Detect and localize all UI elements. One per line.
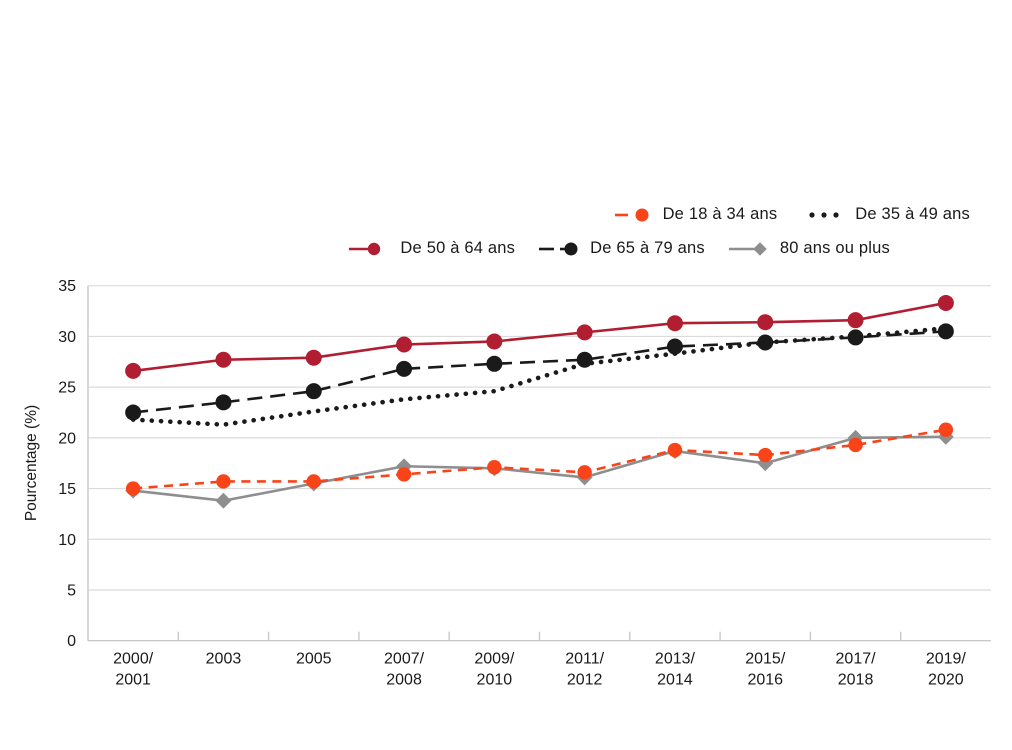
data-point <box>486 355 503 372</box>
x-tick-label: 2000/2001 <box>113 651 154 689</box>
legend-marker-icon <box>539 242 578 255</box>
legend-item-5: 80 ans ou plus <box>728 239 890 258</box>
data-point <box>305 349 322 366</box>
data-point <box>487 460 502 475</box>
data-point <box>757 334 774 351</box>
series-1 <box>125 422 954 496</box>
data-point <box>215 351 232 368</box>
x-tick-label: 2005 <box>296 651 332 668</box>
legend-item-1: De 18 à 34 ans <box>612 205 778 224</box>
legend-label: 80 ans ou plus <box>779 239 890 257</box>
y-tick-label: 0 <box>67 633 76 650</box>
data-point <box>938 422 954 437</box>
legend-marker-icon <box>614 208 649 221</box>
data-point <box>216 474 231 489</box>
data-point <box>125 404 142 421</box>
legend-label: De 65 à 79 ans <box>590 239 705 257</box>
data-point <box>577 465 592 480</box>
x-tick-label: 2003 <box>206 651 242 668</box>
legend-item-2: De 35 à 49 ans <box>804 205 970 224</box>
data-point <box>215 394 232 411</box>
legend-label: De 18 à 34 ans <box>662 205 778 223</box>
data-point <box>847 312 864 329</box>
data-point <box>848 437 863 453</box>
legend-marker-icon <box>728 241 767 256</box>
y-tick-label: 35 <box>58 278 76 295</box>
data-point <box>576 351 593 368</box>
data-point <box>306 474 321 489</box>
data-point <box>757 314 774 331</box>
legend-item-3: De 50 à 64 ans <box>349 239 515 258</box>
data-point <box>758 447 773 463</box>
data-point <box>576 324 593 341</box>
x-tick-label: 2013/2014 <box>655 651 696 689</box>
label-layer: 0 5 10 15 20 25 30 35 2000/2001 2003 2005 2007/2008… <box>58 278 966 689</box>
x-tick-label: 2009/2010 <box>474 651 515 689</box>
data-point <box>486 333 503 350</box>
data-point <box>396 336 413 353</box>
x-tick-label: 2007/2008 <box>384 651 425 689</box>
data-point <box>847 329 864 346</box>
series-3 <box>125 294 954 379</box>
legend-row-2: De 50 à 64 ans De 65 à 79 ans 80 ans ou pl… <box>349 239 890 258</box>
y-axis-title: Pourcentage (%) <box>23 405 40 521</box>
legend-item-4: De 65 à 79 ans <box>539 239 705 258</box>
data-point <box>396 360 413 377</box>
data-point <box>667 442 683 458</box>
data-point <box>125 481 141 496</box>
y-tick-label: 20 <box>58 430 76 447</box>
y-tick-label: 5 <box>67 582 76 599</box>
y-tick-label: 15 <box>58 481 76 498</box>
x-tick-label: 2011/2012 <box>565 651 604 689</box>
data-point <box>666 315 683 332</box>
series-line <box>133 330 946 414</box>
data-point <box>215 492 232 509</box>
y-tick-label: 30 <box>58 329 76 346</box>
series-4 <box>125 323 954 421</box>
y-tick-label: 25 <box>58 380 76 397</box>
series-line <box>132 301 947 373</box>
series-line <box>130 325 949 427</box>
series-line <box>133 428 947 490</box>
data-point <box>937 294 954 311</box>
series-line <box>133 435 946 503</box>
series-layer <box>125 294 954 509</box>
x-tick-label: 2015/2016 <box>745 651 786 689</box>
legend-label: De 50 à 64 ans <box>400 239 516 257</box>
data-point <box>396 467 412 482</box>
x-tick-label: 2019/2020 <box>926 651 967 689</box>
legend-marker-icon <box>349 242 381 255</box>
legend-row-1: De 18 à 34 ans De 35 à 49 ans <box>612 205 970 224</box>
legend-label: De 35 à 49 ans <box>855 205 970 223</box>
data-point <box>125 362 142 379</box>
legend-marker-icon <box>809 211 839 218</box>
axis-layer <box>87 285 991 642</box>
y-tick-label: 10 <box>58 532 76 549</box>
data-point <box>305 383 322 400</box>
series-2 <box>130 325 949 427</box>
data-point <box>666 338 683 355</box>
x-tick-label: 2017/2018 <box>836 651 877 689</box>
data-point <box>937 323 954 340</box>
